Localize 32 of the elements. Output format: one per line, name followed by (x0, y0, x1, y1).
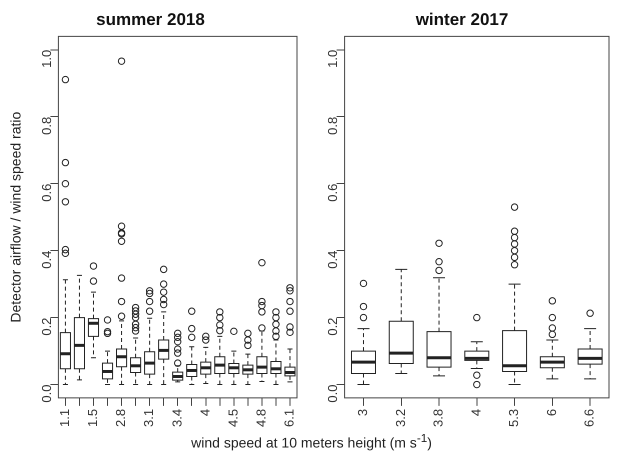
y-tick-label: 0.8 (38, 116, 54, 135)
y-tick-label: 0.8 (325, 116, 340, 135)
y-tick-label: 0.0 (38, 384, 54, 403)
chart-title: winter 2017 (414, 10, 508, 29)
x-tick-label: 4.5 (225, 408, 240, 428)
x-tick-label: 4 (197, 408, 212, 416)
chart-title: summer 2018 (96, 10, 205, 29)
y-tick-label: 0.6 (325, 184, 340, 202)
x-tick-label: 1.1 (56, 408, 72, 428)
y-tick-label: 0.2 (38, 318, 54, 336)
x-tick-label: 2.8 (113, 408, 128, 428)
y-tick-label: 0.6 (38, 184, 54, 202)
x-tick-label: 3.2 (392, 408, 408, 428)
x-tick-label: 5.3 (506, 408, 522, 428)
x-tick-label: 3.1 (141, 408, 156, 428)
x-tick-label: 6.6 (582, 408, 597, 428)
x-tick-label: 4 (468, 408, 484, 416)
x-tick-label: 1.5 (85, 408, 100, 428)
y-tick-label: 1.0 (38, 50, 54, 68)
y-tick-label: 1.0 (325, 50, 340, 68)
x-tick-label: 3 (355, 408, 370, 416)
y-tick-label: 0.4 (325, 250, 340, 269)
x-tick-label: 4.8 (253, 408, 268, 428)
y-tick-label: 0.4 (38, 250, 54, 269)
y-tick-label: 0.2 (325, 318, 340, 336)
y-tick-label: 0.0 (325, 384, 340, 403)
y-axis-title: Detector airflow / wind speed ratio (7, 112, 24, 323)
x-tick-label: 6.1 (282, 408, 297, 428)
x-tick-label: 3.4 (169, 408, 184, 428)
x-tick-label: 3.8 (430, 408, 446, 428)
x-tick-label: 6 (544, 408, 559, 416)
x-axis-title: wind speed at 10 meters height (m s$^{-1}$) (190, 432, 433, 451)
